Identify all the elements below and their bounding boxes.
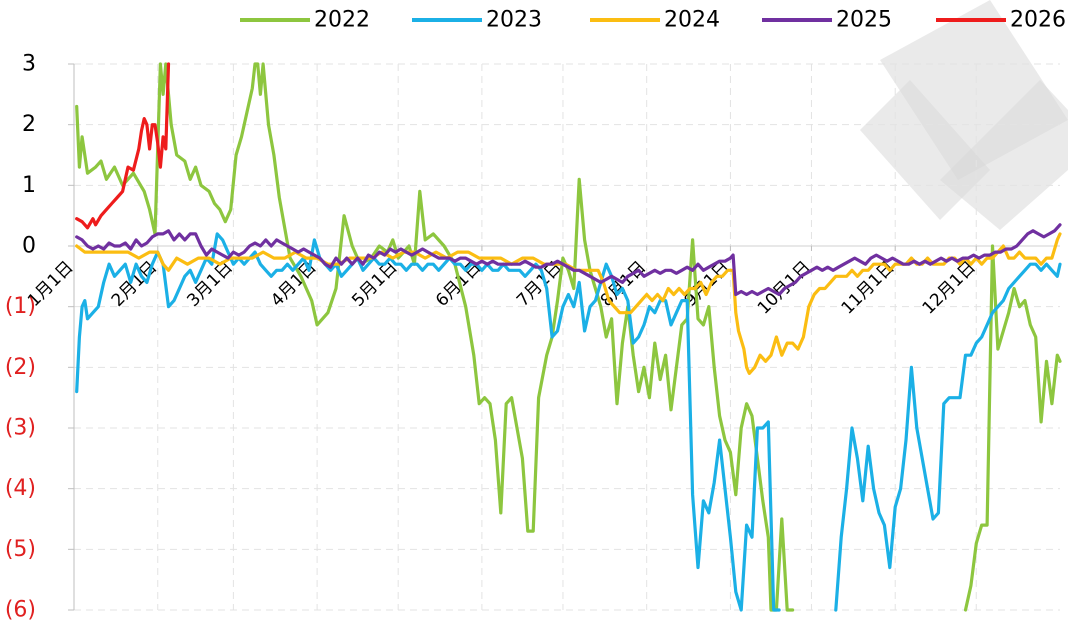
legend-label-2022: 2022	[314, 8, 370, 33]
series-line-2023	[75, 232, 781, 612]
legend-label-2026: 2026	[1010, 8, 1066, 33]
watermark-shape	[940, 80, 1068, 230]
legend-label-2024: 2024	[664, 8, 720, 33]
legend: 2022 2023 2024 2025 2026	[240, 8, 1066, 33]
y-tick-label: (2)	[5, 355, 36, 380]
legend-label-2023: 2023	[486, 8, 542, 33]
series-line-2026	[75, 62, 171, 230]
x-tick-label: 12月1日	[919, 257, 980, 318]
x-tick-label: 11月1日	[838, 257, 899, 318]
y-tick-label: (5)	[5, 537, 36, 562]
x-tick-label: 5月1日	[348, 257, 401, 310]
plot-area	[75, 62, 1062, 612]
series-line-2025	[75, 223, 1062, 297]
y-tick-label: 2	[22, 112, 36, 137]
series-line-2022	[963, 244, 1062, 612]
watermark-shape	[860, 80, 990, 220]
y-tick-label: (6)	[5, 598, 36, 620]
y-tick-label: 1	[22, 173, 36, 198]
y-tick-label: (4)	[5, 476, 36, 501]
series-line-2022	[75, 62, 795, 612]
y-tick-label: 0	[22, 234, 36, 259]
legend-label-2025: 2025	[836, 8, 892, 33]
y-tick-label: (3)	[5, 416, 36, 441]
watermark	[860, 0, 1068, 230]
x-tick-label: 3月1日	[183, 257, 236, 310]
series-line-2024	[75, 232, 1062, 375]
y-tick-label: 3	[22, 52, 36, 77]
x-tick-label: 1月1日	[24, 257, 77, 310]
series-line-2023	[834, 262, 1062, 612]
y-axis-ticks: 3 2 1 0 (1) (2) (3) (4) (5) (6)	[5, 52, 74, 620]
y-tick-label: (1)	[5, 294, 36, 319]
